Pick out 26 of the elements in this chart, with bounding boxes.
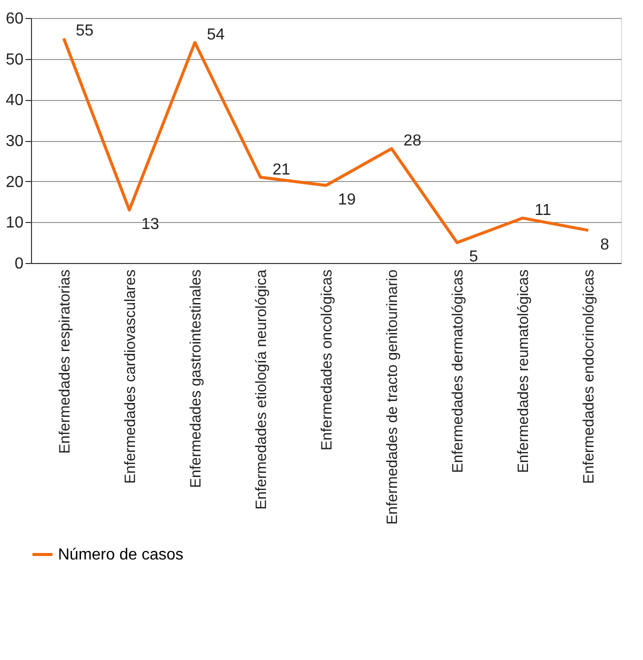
x-tick-label: Enfermedades cardiovasculares <box>122 270 139 484</box>
data-label: 19 <box>338 191 356 208</box>
x-tick-label: Enfermedades respiratorias <box>56 270 74 454</box>
y-tick-label: 0 <box>14 256 24 272</box>
x-tick-label: Enfermedades endocrinológicas <box>580 270 598 484</box>
data-label: 55 <box>76 22 94 40</box>
data-label: 13 <box>141 216 160 233</box>
data-label: 5 <box>469 248 478 266</box>
data-label: 28 <box>404 132 422 150</box>
y-tick-label: 30 <box>6 133 24 150</box>
x-tick-label: Enfermedades de tracto genitourinario <box>384 270 402 525</box>
y-tick-label: 50 <box>6 51 24 68</box>
x-tick-label: Enfermedades oncológicas <box>318 270 336 450</box>
x-tick-label: Enfermedades reumatológicas <box>515 270 532 473</box>
y-tick-label: 20 <box>6 174 24 191</box>
data-label: 54 <box>206 26 225 44</box>
x-tick-label: Enfermedades dermatológicas <box>450 270 467 473</box>
data-label: 8 <box>600 236 610 254</box>
x-tick-label: Enfermedades etiología neurológica <box>252 268 270 510</box>
data-label: 11 <box>534 202 552 220</box>
y-tick-label: 10 <box>6 214 24 232</box>
data-label: 21 <box>272 161 290 178</box>
y-tick-label: 60 <box>6 10 24 28</box>
y-tick-label: 40 <box>6 92 24 110</box>
x-tick-label: Enfermedades gastrointestinales <box>187 270 204 488</box>
legend-label: Número de casos <box>58 546 184 564</box>
